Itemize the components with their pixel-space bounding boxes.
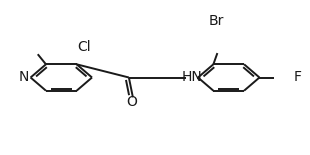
Text: F: F <box>294 71 302 84</box>
Text: N: N <box>19 71 29 84</box>
Text: Cl: Cl <box>78 40 91 54</box>
Text: Br: Br <box>209 14 224 28</box>
Text: O: O <box>126 95 137 109</box>
Text: HN: HN <box>181 71 202 84</box>
